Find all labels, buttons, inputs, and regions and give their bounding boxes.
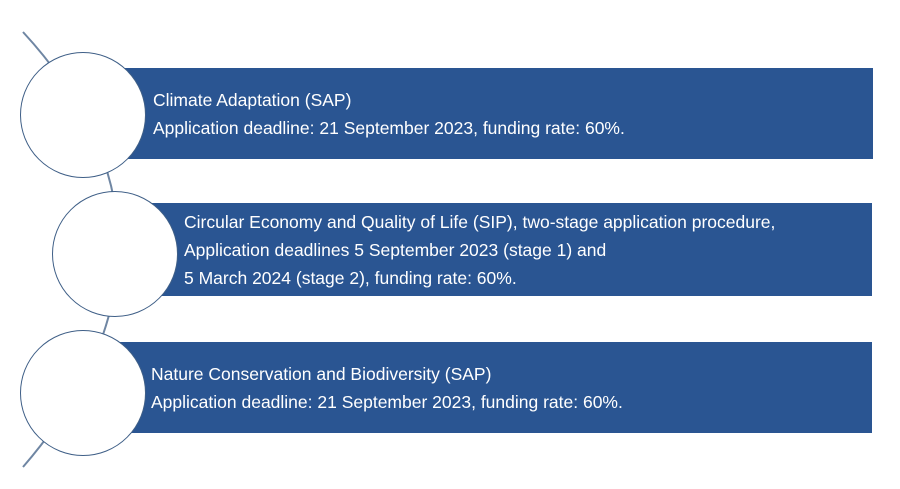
item-banner-circular-economy: Circular Economy and Quality of Life (SI… <box>140 203 872 296</box>
item-detail-line: Application deadline: 21 September 2023,… <box>151 391 623 412</box>
item-banner-nature-conservation: Nature Conservation and Biodiversity (SA… <box>96 342 872 433</box>
item-title: Climate Adaptation (SAP) <box>153 89 352 110</box>
marker-circle-3 <box>20 330 146 456</box>
marker-circle-1 <box>20 52 146 178</box>
item-title: Nature Conservation and Biodiversity (SA… <box>151 363 492 384</box>
item-detail-line: Application deadline: 21 September 2023,… <box>153 117 625 138</box>
item-detail-line: 5 March 2024 (stage 2), funding rate: 60… <box>184 267 517 288</box>
item-banner-climate-adaptation: Climate Adaptation (SAP) Application dea… <box>96 68 873 159</box>
item-title: Circular Economy and Quality of Life (SI… <box>184 211 776 232</box>
marker-circle-2 <box>52 191 178 317</box>
item-detail-line: Application deadlines 5 September 2023 (… <box>184 239 607 260</box>
